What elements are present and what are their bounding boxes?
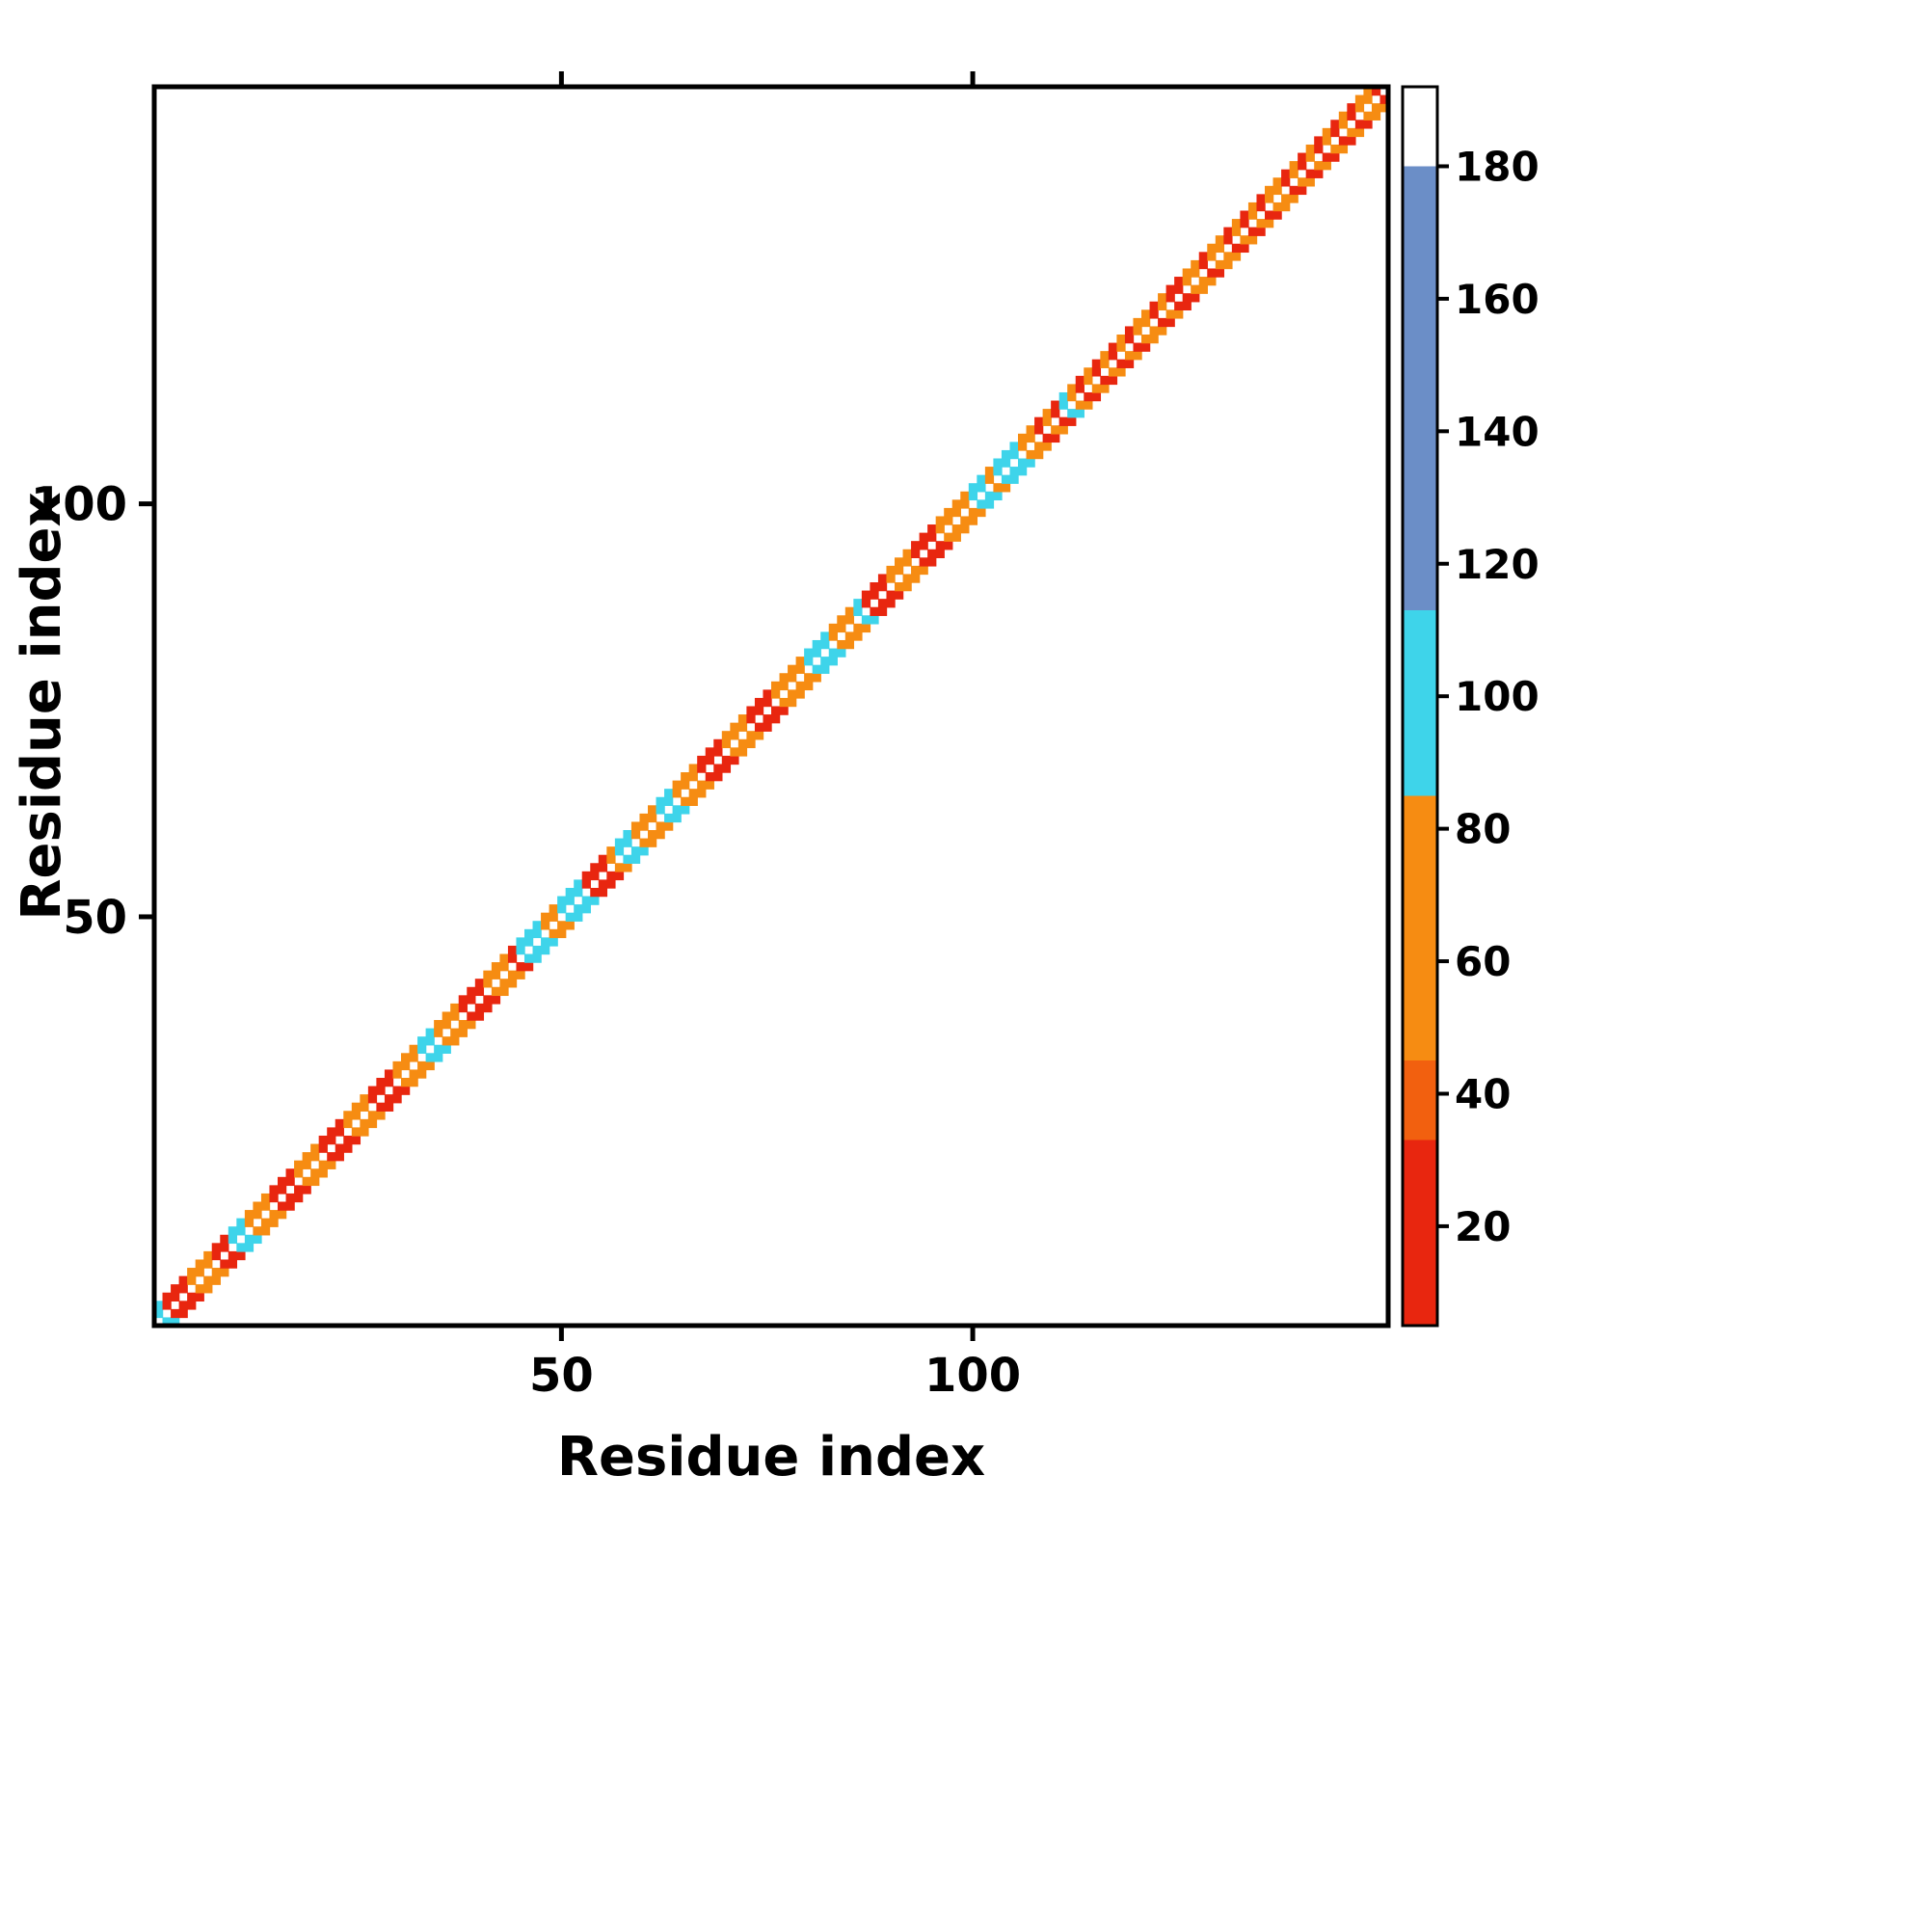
svg-text:50: 50: [529, 1349, 594, 1403]
svg-text:50: 50: [63, 891, 127, 945]
svg-text:120: 120: [1455, 541, 1540, 588]
axis-ticks: [139, 71, 976, 1341]
svg-text:140: 140: [1455, 408, 1540, 455]
svg-text:100: 100: [1455, 673, 1540, 720]
svg-text:40: 40: [1455, 1070, 1511, 1117]
x-axis-label: Residue index: [557, 1426, 985, 1489]
svg-text:100: 100: [31, 478, 127, 532]
svg-text:100: 100: [924, 1349, 1021, 1403]
colorbar: [1401, 85, 1439, 1328]
y-axis-label: Residue index: [11, 492, 73, 920]
axis-tick-labels: 50 100 50 100: [31, 478, 1021, 1403]
plot-frame: [151, 84, 1391, 1328]
heatmap-cells: [154, 87, 1389, 1327]
svg-text:20: 20: [1455, 1203, 1511, 1250]
colorbar-ticks: 20 40 60 80 100 120 140 160 180: [1437, 143, 1540, 1250]
svg-text:60: 60: [1455, 938, 1511, 985]
svg-text:180: 180: [1455, 143, 1540, 190]
svg-text:80: 80: [1455, 806, 1511, 853]
svg-text:160: 160: [1455, 276, 1540, 323]
